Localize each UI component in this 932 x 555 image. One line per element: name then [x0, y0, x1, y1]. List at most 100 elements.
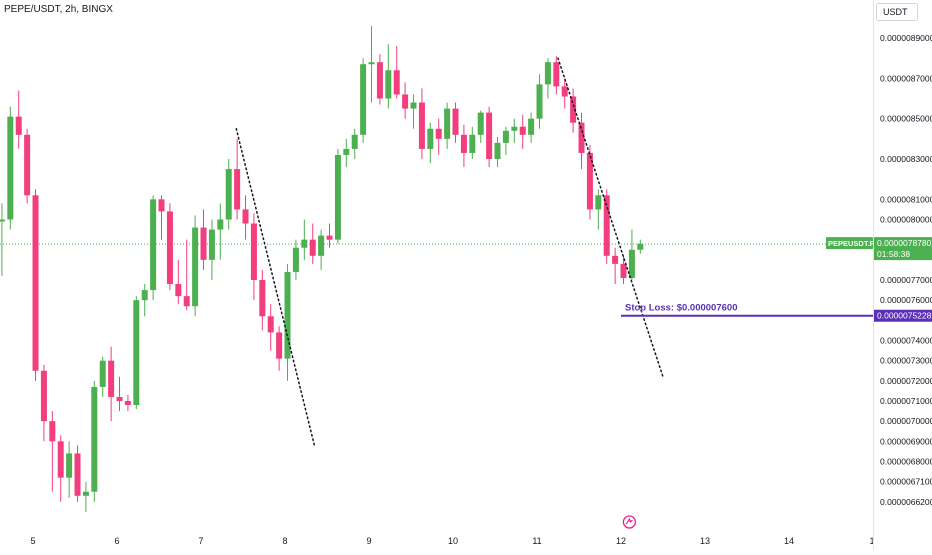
- candle-body: [427, 128, 434, 149]
- candle-body: [326, 235, 333, 240]
- candle-body: [477, 112, 484, 135]
- candle-body: [309, 239, 316, 256]
- candle-body: [418, 102, 425, 149]
- candle-body: [242, 209, 249, 224]
- candle-body: [544, 62, 551, 85]
- candle-body: [250, 223, 257, 280]
- candle-body: [192, 227, 199, 307]
- x-tick-label: 1: [869, 536, 874, 546]
- candle-body: [435, 128, 442, 139]
- candle-body: [570, 96, 577, 123]
- candle-body: [410, 102, 417, 109]
- candle-body: [444, 108, 451, 139]
- candle-body: [32, 195, 39, 371]
- candle-body: [360, 64, 367, 135]
- x-tick-label: 13: [700, 536, 710, 546]
- candle-body: [595, 195, 602, 210]
- candle-body: [603, 195, 610, 256]
- candle-body: [351, 134, 358, 149]
- candle-body: [7, 116, 14, 220]
- candle-body: [519, 126, 526, 135]
- x-tick-label: 8: [282, 536, 287, 546]
- candle-body: [578, 122, 585, 153]
- candle-body: [259, 280, 266, 317]
- x-tick-label: 14: [784, 536, 794, 546]
- candle-body: [208, 229, 215, 260]
- trendline: [235, 128, 316, 447]
- candle-body: [612, 255, 619, 264]
- candle-body: [267, 316, 274, 333]
- candle-body: [116, 396, 123, 401]
- candle-body: [402, 94, 409, 109]
- candle-body: [536, 84, 543, 119]
- x-tick-label: 10: [448, 536, 458, 546]
- candle-body: [217, 219, 224, 230]
- candle-body: [502, 130, 509, 143]
- stop-loss-label: Stop Loss: $0.000007600: [625, 303, 737, 314]
- candle-body: [99, 360, 106, 387]
- candle-body: [234, 169, 241, 210]
- chart-title: PEPE/USDT, 2h, BINGX: [4, 4, 113, 15]
- candle-body: [486, 112, 493, 159]
- candle-body: [124, 401, 131, 406]
- candle-body: [141, 290, 148, 301]
- candle-body: [200, 227, 207, 260]
- stop-loss-layer: Stop Loss: $0.000007600: [621, 303, 873, 317]
- trendline: [557, 57, 664, 378]
- candle-body: [301, 239, 308, 248]
- candle-body: [284, 271, 291, 359]
- candle-body: [561, 86, 568, 97]
- candle-body: [82, 491, 89, 496]
- x-tick-label: 12: [616, 536, 626, 546]
- candle-body: [628, 249, 635, 278]
- candle-body: [183, 296, 190, 307]
- candle-body: [0, 219, 5, 222]
- candle-body: [368, 62, 375, 65]
- event-icon-layer: [622, 515, 637, 529]
- candle-body: [318, 235, 325, 256]
- candle-body: [74, 453, 81, 496]
- candle-body: [225, 169, 232, 220]
- candle-body: [15, 116, 22, 135]
- candle-body: [49, 421, 56, 442]
- candle-body: [494, 142, 501, 159]
- candle-body: [393, 70, 400, 95]
- event-icon-glyph: [625, 517, 633, 525]
- candle-body: [460, 134, 467, 153]
- candle-body: [385, 70, 392, 99]
- candle-body: [553, 62, 560, 87]
- candle-body: [91, 386, 98, 492]
- candles-layer: [0, 25, 644, 512]
- candle-body: [66, 453, 73, 478]
- candle-body: [292, 247, 299, 272]
- currency-button[interactable]: USDT: [876, 3, 918, 21]
- candle-body: [528, 118, 535, 135]
- candle-body: [175, 284, 182, 297]
- candle-body: [637, 243, 644, 250]
- x-axis-ticks: 5 6 7 8 9 10 11 12 13 14 1: [30, 536, 874, 546]
- trendlines-layer: [235, 57, 664, 447]
- candle-body: [511, 126, 518, 131]
- candle-body: [452, 108, 459, 135]
- candle-body: [469, 134, 476, 153]
- event-icon: [622, 515, 637, 529]
- candle-body: [376, 62, 383, 99]
- candle-body: [276, 332, 283, 359]
- candle-body: [24, 134, 31, 196]
- candle-body: [166, 211, 173, 285]
- candle-body: [343, 148, 350, 155]
- price-scale[interactable]: [873, 0, 932, 550]
- x-tick-label: 11: [532, 536, 541, 546]
- candle-body: [133, 300, 140, 406]
- candle-body: [620, 263, 627, 278]
- candle-body: [40, 370, 47, 422]
- x-tick-label: 9: [366, 536, 371, 546]
- candle-body: [108, 360, 115, 397]
- candle-body: [586, 152, 593, 210]
- x-tick-label: 6: [114, 536, 119, 546]
- x-tick-label: 5: [30, 536, 35, 546]
- candle-body: [334, 154, 341, 240]
- candle-body: [150, 199, 157, 291]
